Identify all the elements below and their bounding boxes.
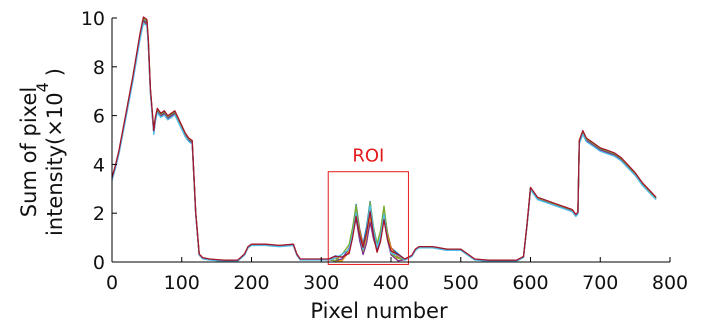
- x-tick-label: 700: [582, 272, 618, 294]
- y-tick-label: 10: [81, 8, 105, 30]
- series-line: [111, 18, 657, 262]
- x-tick-label: 0: [106, 272, 118, 294]
- series-line: [111, 16, 657, 261]
- series-line: [111, 22, 657, 262]
- x-axis: 0 100 200 300 400 500 600 700 800 Pixel number: [106, 257, 688, 323]
- x-tick-label: 500: [443, 272, 479, 294]
- y-axis-label-unit-exp: 4: [33, 82, 52, 92]
- y-tick-label: 2: [93, 203, 105, 225]
- series-group: [111, 16, 657, 262]
- series-line: [111, 21, 657, 262]
- x-tick-label: 800: [652, 272, 688, 294]
- x-tick-label: 600: [512, 272, 548, 294]
- y-axis-label: Sum of pixel intensity(×104): [17, 68, 67, 236]
- x-axis-label: Pixel number: [310, 299, 448, 323]
- y-axis-label-line1: Sum of pixel: [17, 87, 41, 217]
- x-tick-label: 200: [233, 272, 269, 294]
- x-tick-label: 100: [164, 272, 200, 294]
- y-tick-label: 0: [93, 252, 105, 274]
- y-axis-label-unit-prefix: (×10: [43, 92, 67, 145]
- x-tick-label: 400: [373, 272, 409, 294]
- roi-box: [327, 171, 409, 265]
- roi-annotation: ROI: [327, 146, 409, 265]
- series-line: [111, 20, 657, 262]
- y-tick-label: 4: [93, 154, 105, 176]
- series-line: [111, 17, 657, 262]
- series-line: [111, 17, 657, 262]
- y-axis-label-unit-suffix: ): [43, 68, 67, 76]
- x-tick-label: 300: [303, 272, 339, 294]
- plot-area: ROI: [111, 16, 657, 265]
- x-ticks: 0 100 200 300 400 500 600 700 800: [106, 257, 688, 294]
- y-axis-label-line2-text: intensity: [43, 145, 67, 236]
- y-axis-label-line2: intensity(×104): [33, 68, 67, 236]
- y-tick-label: 8: [93, 57, 105, 79]
- roi-label: ROI: [352, 146, 384, 167]
- y-ticks: 0 2 4 6 8 10: [81, 8, 117, 274]
- y-tick-label: 6: [93, 106, 105, 128]
